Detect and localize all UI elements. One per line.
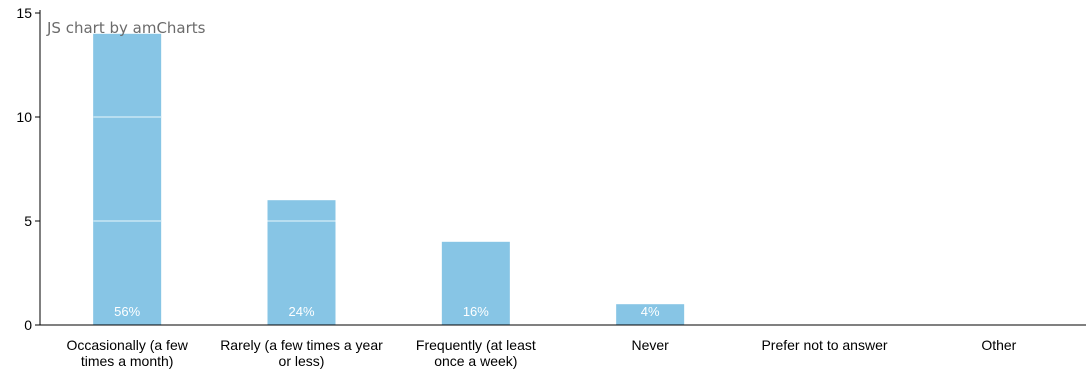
- x-axis: Occasionally (a few times a month) Rarely …: [40, 324, 1086, 369]
- bar-2[interactable]: [441, 241, 510, 325]
- bar-3[interactable]: [616, 304, 685, 325]
- y-tick-label-3: 15: [16, 5, 32, 21]
- y-tick-label-1: 5: [24, 213, 32, 229]
- data-label-1: 24%: [288, 304, 314, 319]
- category-label-2: Frequently (at least once a week): [416, 337, 536, 369]
- category-label-5: Other: [981, 337, 1016, 353]
- data-label-2: 16%: [463, 304, 489, 319]
- bar-0[interactable]: [93, 33, 162, 326]
- bars: 56% 24% 16% 4%: [93, 33, 685, 326]
- category-label-1: Rarely (a few times a year or less): [220, 337, 383, 369]
- amcharts-credit[interactable]: JS chart by amCharts: [47, 19, 206, 37]
- y-tick-label-2: 10: [16, 109, 32, 125]
- category-label-3: Never: [631, 337, 669, 353]
- y-tick-label-0: 0: [24, 317, 32, 333]
- y-axis: 0 5 10 15: [16, 5, 41, 333]
- data-label-3: 4%: [641, 304, 660, 319]
- category-label-0: Occasionally (a few times a month): [66, 337, 188, 369]
- data-label-0: 56%: [114, 304, 140, 319]
- category-label-4: Prefer not to answer: [761, 337, 887, 353]
